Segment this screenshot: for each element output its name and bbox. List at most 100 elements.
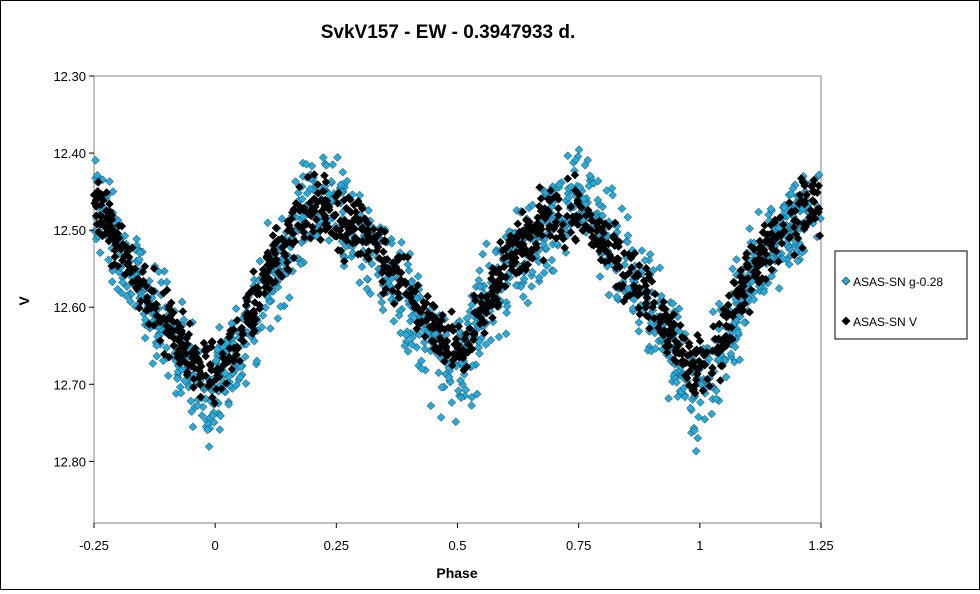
point-asas-sn-v [687, 358, 697, 367]
point-asas-sn-g [456, 376, 465, 386]
point-asas-sn-v [196, 380, 205, 389]
point-asas-sn-v [134, 303, 144, 313]
point-asas-sn-v [480, 303, 490, 313]
point-asas-sn-g [413, 272, 423, 281]
x-tick-label: -0.25 [79, 538, 109, 553]
point-asas-sn-g [593, 176, 603, 186]
point-asas-sn-g [257, 322, 267, 332]
point-asas-sn-v [736, 266, 746, 275]
point-asas-sn-v [435, 321, 444, 331]
point-asas-sn-v [351, 238, 361, 247]
point-asas-sn-v [349, 200, 359, 210]
point-asas-sn-v [515, 265, 525, 274]
point-asas-sn-v [295, 182, 304, 192]
point-asas-sn-v [500, 282, 510, 291]
point-asas-sn-v [562, 211, 572, 221]
point-asas-sn-g [519, 292, 528, 302]
point-asas-sn-v [589, 241, 598, 250]
point-asas-sn-g [104, 255, 113, 265]
point-asas-sn-g [249, 336, 259, 346]
point-asas-sn-v [187, 361, 197, 371]
point-asas-sn-v [680, 334, 690, 344]
point-asas-sn-v [149, 264, 159, 273]
plot-area [93, 75, 822, 524]
point-asas-sn-v [465, 324, 475, 333]
point-asas-sn-g [91, 155, 100, 165]
point-asas-sn-v [648, 302, 658, 312]
point-asas-sn-g [172, 374, 182, 384]
point-asas-sn-v [492, 294, 501, 304]
point-asas-sn-v [419, 303, 428, 313]
point-asas-sn-v [360, 214, 370, 224]
point-asas-sn-v [320, 171, 329, 181]
point-asas-sn-v [574, 190, 584, 199]
point-asas-sn-g [296, 259, 305, 269]
point-asas-sn-g [690, 426, 699, 435]
point-asas-sn-v [759, 245, 769, 254]
y-tick-label: 12.50 [53, 223, 86, 238]
point-asas-sn-v [96, 191, 106, 201]
point-asas-sn-g [203, 425, 212, 435]
point-asas-sn-v [350, 215, 360, 225]
point-asas-sn-g [580, 160, 590, 170]
point-asas-sn-g [318, 153, 328, 162]
point-asas-sn-g [434, 368, 444, 378]
point-asas-sn-g [571, 155, 581, 165]
point-asas-sn-v [225, 352, 234, 362]
point-asas-sn-g [739, 318, 749, 327]
point-asas-sn-v [231, 350, 241, 360]
point-asas-sn-v [689, 385, 699, 395]
legend-marker-v [841, 316, 851, 326]
point-asas-sn-v [406, 293, 415, 302]
point-asas-sn-v [785, 198, 794, 207]
point-asas-sn-v [378, 277, 387, 287]
point-asas-sn-v [342, 236, 351, 246]
point-asas-sn-g [362, 274, 372, 284]
point-asas-sn-v [754, 276, 764, 286]
point-asas-sn-v [551, 217, 561, 227]
point-asas-sn-g [277, 214, 287, 224]
point-asas-sn-v [159, 349, 169, 359]
point-asas-sn-g [472, 389, 482, 399]
point-asas-sn-v [570, 170, 580, 180]
point-asas-sn-g [113, 284, 122, 294]
point-asas-sn-g [241, 352, 250, 362]
point-asas-sn-v [164, 330, 174, 340]
point-asas-sn-v [470, 308, 479, 317]
point-asas-sn-g [302, 189, 312, 198]
point-asas-sn-v [114, 233, 124, 243]
point-asas-sn-g [475, 349, 484, 358]
point-asas-sn-v [574, 212, 584, 222]
point-asas-sn-v [196, 392, 206, 402]
point-asas-sn-v [798, 243, 807, 253]
point-asas-sn-v [107, 261, 116, 271]
point-asas-sn-v [420, 332, 430, 342]
point-asas-sn-v [334, 188, 343, 198]
point-asas-sn-g [539, 268, 549, 278]
point-asas-sn-g [297, 194, 307, 204]
point-asas-sn-v [745, 307, 755, 317]
point-asas-sn-v [809, 197, 819, 207]
point-asas-sn-v [526, 233, 535, 242]
point-asas-sn-v [769, 233, 779, 243]
point-asas-sn-v [649, 314, 659, 323]
point-asas-sn-g [664, 394, 673, 403]
point-asas-sn-v [140, 261, 150, 271]
point-asas-sn-g [407, 311, 416, 321]
point-asas-sn-v [107, 224, 116, 234]
point-asas-sn-g [342, 176, 352, 186]
point-asas-sn-g [566, 182, 576, 192]
point-asas-sn-g [179, 315, 189, 325]
point-asas-sn-g [231, 304, 241, 314]
point-asas-sn-v [713, 343, 723, 352]
point-asas-sn-v [429, 337, 439, 347]
point-asas-sn-v [284, 237, 294, 247]
point-asas-sn-v [669, 309, 679, 319]
point-asas-sn-v [662, 348, 672, 357]
point-asas-sn-v [364, 254, 374, 264]
point-asas-sn-v [796, 174, 806, 183]
point-asas-sn-g [528, 267, 537, 277]
point-asas-sn-g [668, 299, 678, 308]
point-asas-sn-v [543, 206, 553, 215]
point-asas-sn-g [502, 302, 512, 311]
